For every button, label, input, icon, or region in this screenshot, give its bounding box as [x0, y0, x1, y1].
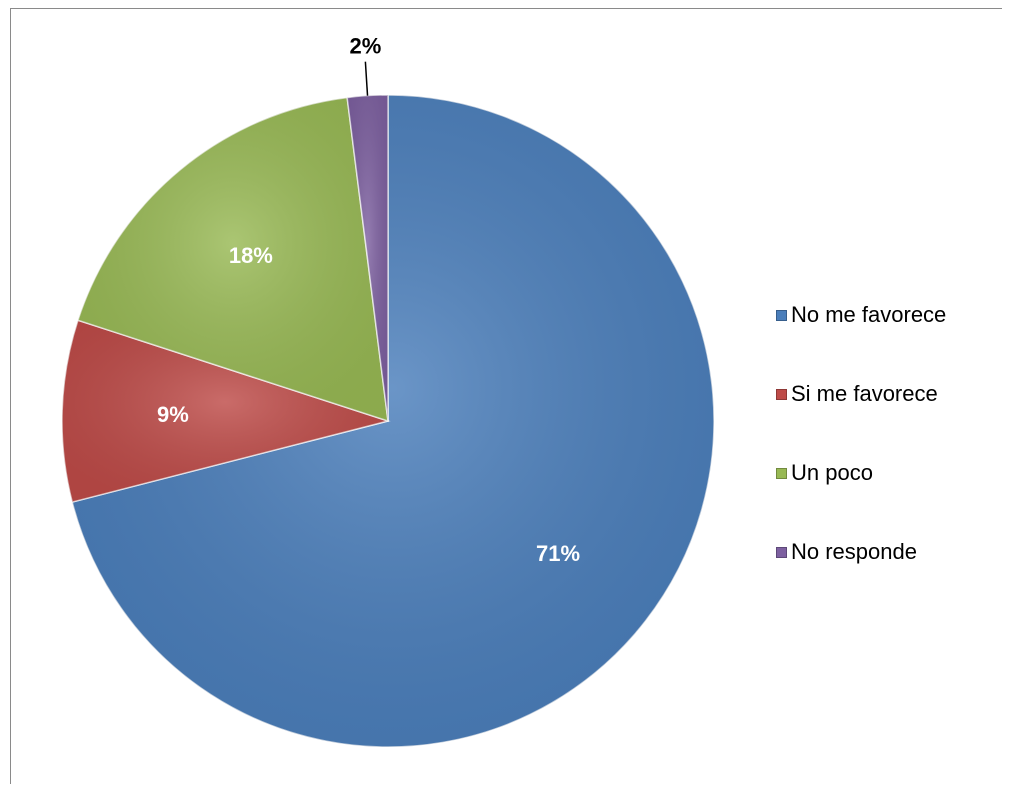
pie-chart: 71% 9% 18% 2%: [61, 34, 715, 748]
legend-item-si-me-favorece: Si me favorece: [776, 376, 946, 412]
legend: No me favorece Si me favorece Un poco No…: [776, 297, 946, 613]
legend-label-no-me-favorece: No me favorece: [791, 302, 947, 327]
pie-slice-shading-no-me-favorece: [72, 95, 715, 747]
legend-label-un-poco: Un poco: [791, 460, 873, 485]
legend-swatch-si-me-favorece: [776, 388, 787, 400]
legend-item-un-poco: Un poco: [776, 455, 946, 491]
pie-slice-shading-no-responde: [347, 95, 388, 421]
legend-label-si-me-favorece: Si me favorece: [791, 381, 938, 406]
leader-line-no-responde: [364, 61, 369, 96]
pie-labels: 71% 9% 18% 2%: [157, 34, 580, 566]
chart-area: 71% 9% 18% 2% No me favorece Si me favorece…: [10, 8, 1002, 784]
legend-swatch-no-responde: [776, 546, 787, 558]
pie-slices: [61, 94, 715, 748]
legend-swatch-no-me-favorece: [776, 309, 787, 321]
legend-item-no-responde: No responde: [776, 534, 946, 570]
pie-slice-shading-si-me-favorece: [62, 320, 388, 503]
data-label-no-responde: 2%: [349, 34, 381, 59]
data-label-no-me-favorece: 71%: [536, 541, 580, 566]
legend-swatch-un-poco: [776, 467, 787, 479]
data-label-un-poco: 18%: [229, 243, 273, 268]
data-label-si-me-favorece: 9%: [157, 402, 189, 427]
legend-item-no-me-favorece: No me favorece: [776, 297, 946, 333]
pie-slice-shading-un-poco: [77, 97, 389, 421]
legend-label-no-responde: No responde: [791, 539, 917, 564]
